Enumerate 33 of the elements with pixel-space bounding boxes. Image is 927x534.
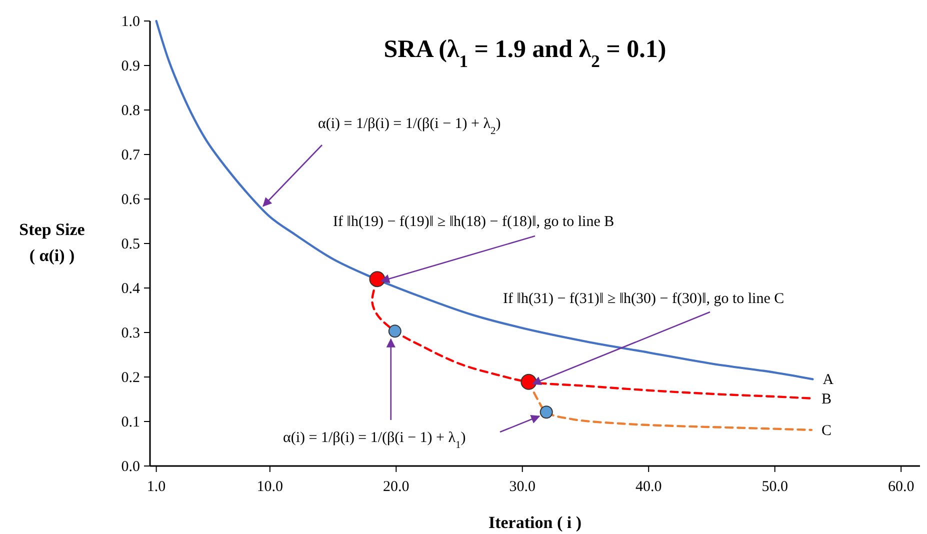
y-tick-label: 1.0 xyxy=(121,14,140,30)
y-tick-label: 0.1 xyxy=(121,414,140,430)
x-tick-label: 10.0 xyxy=(256,479,284,495)
annotation: α(i) = 1/β(i) = 1/(β(i − 1) + λ$_{2}$) xyxy=(318,116,501,136)
y-axis-title: Step Size ( α(i) ) xyxy=(19,220,86,265)
annotation: If ‖h(19) − f(19)‖ ≥ ‖h(18) − f(18)‖, go to line B xyxy=(333,214,614,230)
x-axis-title: Iteration ( i ) xyxy=(488,513,582,532)
line-series xyxy=(155,20,814,380)
x-tick-label: 20.0 xyxy=(383,479,410,495)
y-tick-label: 0.0 xyxy=(121,459,140,475)
x-tick-label: 60.0 xyxy=(888,479,914,495)
y-tick-label: 0.4 xyxy=(121,281,140,297)
y-tick-label: 0.2 xyxy=(121,370,140,386)
series-label: C xyxy=(821,422,832,439)
x-tick-label: 40.0 xyxy=(635,479,662,495)
point xyxy=(388,324,402,338)
y-tick-label: 0.6 xyxy=(121,192,140,208)
series-label: A xyxy=(822,372,834,388)
y-tick-label: 0.7 xyxy=(121,148,140,164)
y-tick-label: 0.3 xyxy=(121,326,140,342)
x-tick-label: 50.0 xyxy=(762,479,788,495)
y-tick-label: 0.9 xyxy=(121,58,140,74)
point xyxy=(540,406,553,419)
annotation: α(i) = 1/β(i) = 1/(β(i − 1) + λ$_{1}$) xyxy=(283,430,466,450)
point xyxy=(520,374,537,390)
y-tick-label: 0.5 xyxy=(121,236,140,252)
text: SRA (λ$_{1}$ = 1.9 and λ$_{2}$ = 0.1) xyxy=(384,36,666,71)
point xyxy=(369,271,386,288)
x-tick-label: 30.0 xyxy=(509,479,536,495)
series-label: B xyxy=(821,391,832,408)
y-tick-label: 0.8 xyxy=(121,103,140,119)
x-tick-label: 1.0 xyxy=(146,479,166,495)
annotation: If ‖h(31) − f(31)‖ ≥ ‖h(30) − f(30)‖, go to line C xyxy=(503,291,784,307)
